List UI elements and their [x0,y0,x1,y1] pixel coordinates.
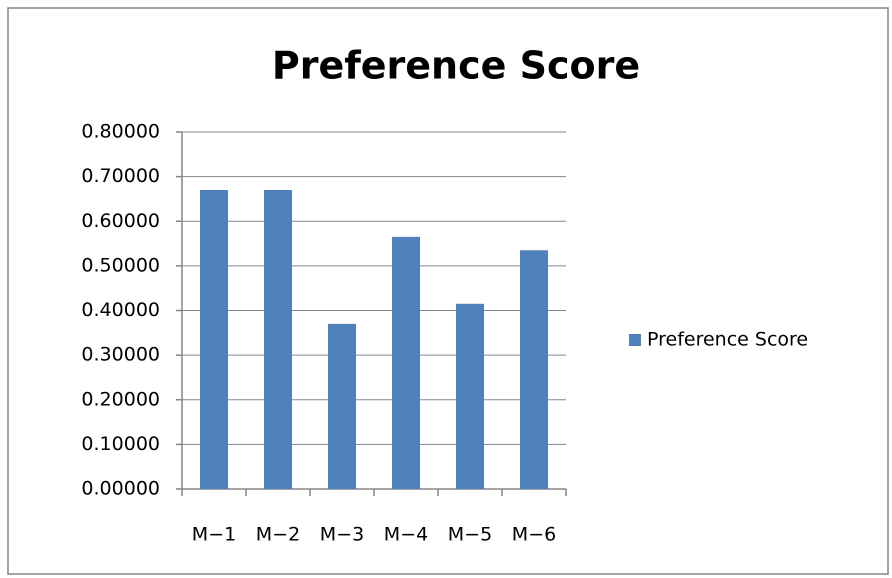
bar [392,236,420,489]
bar [456,303,484,489]
bar [200,190,228,489]
chart-title: Preference Score [272,44,640,88]
x-tick-label: M−2 [256,524,300,546]
y-tick-label: 0.10000 [81,433,160,455]
bar [520,250,548,489]
bar [264,190,292,489]
legend-swatch [629,334,641,346]
y-tick-label: 0.70000 [81,165,160,187]
x-tick-label: M−5 [448,524,492,546]
x-tick-label: M−1 [192,524,236,546]
x-tick-label: M−3 [320,524,364,546]
y-tick-label: 0.50000 [81,254,160,276]
y-tick-label: 0.80000 [81,121,160,143]
y-tick-label: 0.40000 [81,299,160,321]
x-tick-label: M−6 [512,524,556,546]
legend-label: Preference Score [647,329,808,351]
x-tick-label: M−4 [384,524,428,546]
chart-frame [7,7,889,575]
y-tick-label: 0.30000 [81,344,160,366]
y-tick-label: 0.00000 [81,478,160,500]
bar [328,323,356,489]
y-tick-label: 0.60000 [81,210,160,232]
y-tick-label: 0.20000 [81,388,160,410]
